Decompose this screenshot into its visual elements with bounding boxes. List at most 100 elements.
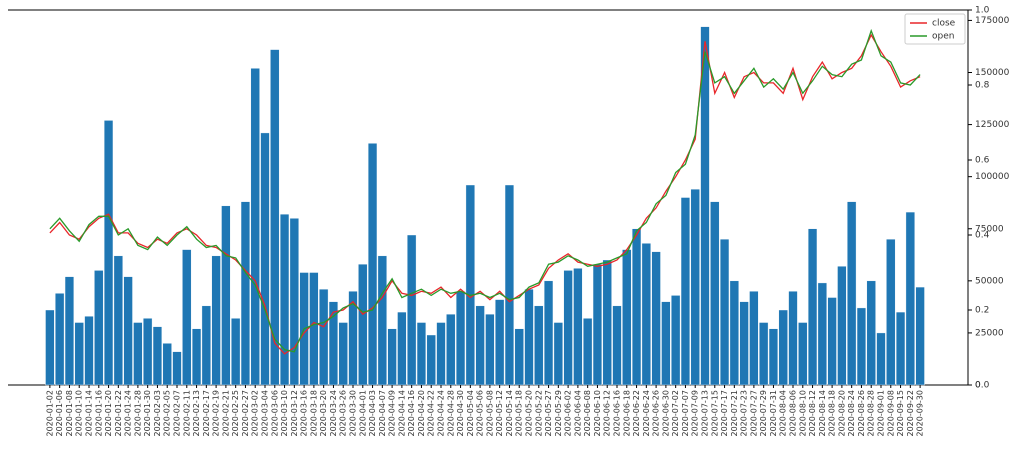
x-tick-label: 2020-08-04 (779, 390, 788, 437)
x-tick-label: 2020-04-03 (368, 390, 377, 437)
bar (680, 197, 691, 386)
y2-tick-label: 0.2 (975, 306, 989, 316)
x-tick-label: 2020-03-10 (280, 390, 289, 437)
x-tick-label: 2020-06-10 (593, 390, 602, 437)
bar (856, 307, 867, 386)
bar (270, 49, 280, 386)
bar (827, 297, 837, 386)
bar (583, 318, 593, 386)
bar (250, 68, 260, 386)
bar (710, 201, 720, 386)
x-tick-label: 2020-09-15 (896, 390, 905, 437)
bar (895, 311, 906, 386)
bar (455, 291, 466, 386)
legend-label: open (932, 32, 954, 42)
bar (319, 288, 329, 386)
x-tick-label: 2020-06-08 (583, 390, 592, 437)
x-tick-label: 2020-03-24 (329, 390, 338, 437)
bar (641, 243, 651, 386)
bar (260, 132, 270, 386)
y2-tick-label: 0.6 (975, 156, 990, 166)
bar (231, 318, 241, 386)
x-tick-label: 2020-08-24 (847, 390, 856, 437)
y2-tick-label: 0.8 (975, 81, 990, 91)
bar (866, 280, 876, 386)
bar (671, 295, 681, 386)
bar (651, 251, 661, 386)
bar (847, 201, 857, 386)
x-tick-label: 2020-02-13 (192, 390, 201, 437)
x-tick-label: 2020-06-24 (642, 390, 651, 437)
x-tick-label: 2020-07-07 (681, 390, 690, 437)
x-tick-label: 2020-05-29 (554, 390, 563, 437)
x-tick-label: 2020-08-06 (789, 390, 798, 437)
x-tick-label: 2020-06-30 (661, 390, 670, 437)
x-tick-label: 2020-03-20 (319, 390, 328, 437)
bar (759, 322, 769, 386)
bar (94, 270, 104, 386)
x-tick-label: 2020-07-02 (671, 390, 680, 437)
bar (387, 328, 397, 386)
bar (837, 266, 847, 386)
x-tick-label: 2020-02-07 (173, 390, 182, 437)
bar (162, 343, 172, 386)
x-tick-label: 2020-05-18 (515, 390, 524, 437)
x-tick-label: 2020-03-02 (251, 390, 260, 437)
x-tick-label: 2020-07-21 (730, 390, 739, 437)
bar (905, 211, 915, 386)
x-tick-label: 2020-05-27 (544, 390, 553, 437)
x-tick-label: 2020-07-31 (769, 390, 778, 437)
y-tick-label: 100000 (975, 172, 1010, 182)
bar (807, 228, 818, 386)
x-tick-label: 2020-02-17 (202, 390, 211, 437)
x-tick-label: 2020-07-09 (691, 390, 700, 437)
x-tick-label: 2020-05-04 (466, 390, 475, 437)
bar (123, 276, 133, 386)
bar (103, 120, 114, 386)
x-tick-label: 2020-01-16 (94, 390, 103, 437)
x-tick-label: 2020-05-14 (505, 390, 514, 437)
bar (631, 228, 642, 386)
y2-tick-label: 0.0 (975, 381, 990, 391)
bar (377, 255, 387, 386)
bar (592, 263, 603, 386)
bar (358, 263, 368, 386)
x-tick-label: 2020-04-16 (407, 390, 416, 437)
bar (74, 322, 84, 386)
x-tick-label: 2020-08-14 (818, 390, 827, 437)
y-tick-label: 125000 (975, 120, 1010, 130)
bar (64, 276, 75, 386)
y2-tick-label: 1.0 (975, 6, 990, 16)
x-tick-label: 2020-04-20 (417, 390, 426, 437)
x-tick-label: 2020-05-12 (495, 390, 504, 437)
y-tick-label: 75000 (975, 224, 1004, 234)
x-tick-label: 2020-05-22 (534, 390, 543, 437)
x-tick-label: 2020-08-26 (857, 390, 866, 437)
bar (622, 249, 632, 386)
x-tick-label: 2020-05-20 (525, 390, 534, 437)
bar (309, 272, 319, 386)
bar (553, 322, 563, 386)
bar (485, 313, 495, 386)
x-tick-label: 2020-03-12 (290, 390, 299, 437)
x-tick-label: 2020-01-30 (143, 390, 152, 437)
x-tick-label: 2020-02-19 (212, 390, 221, 437)
bar (436, 322, 446, 386)
bar (45, 309, 55, 386)
x-tick-label: 2020-04-30 (456, 390, 465, 437)
y-tick-label: 50000 (975, 276, 1004, 286)
bar (191, 328, 202, 386)
bar (446, 313, 456, 386)
bar (690, 188, 700, 386)
x-tick-label: 2020-07-15 (710, 390, 719, 437)
x-tick-label: 2020-07-13 (701, 390, 710, 437)
bar (465, 184, 475, 386)
x-tick-label: 2020-06-12 (603, 390, 612, 437)
bar (133, 322, 143, 386)
bar (367, 143, 378, 386)
x-tick-label: 2020-04-07 (378, 390, 387, 437)
x-tick-label: 2020-06-04 (573, 390, 582, 437)
x-tick-label: 2020-03-04 (261, 390, 270, 437)
x-tick-label: 2020-01-28 (133, 390, 142, 437)
x-tick-label: 2020-01-10 (75, 390, 84, 437)
